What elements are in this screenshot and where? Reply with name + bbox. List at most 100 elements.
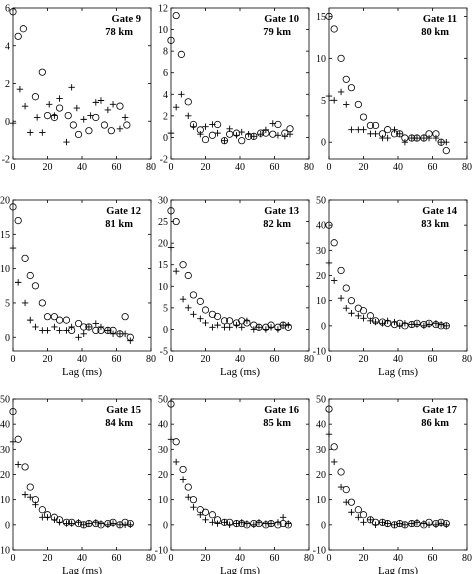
y-tick-label: 10	[158, 495, 168, 506]
x-tick-label: 40	[77, 553, 87, 564]
data-point-plus	[360, 126, 367, 133]
data-point-plus	[178, 91, 185, 98]
y-tick-label: 10	[316, 296, 326, 307]
data-point-plus	[56, 95, 63, 102]
x-tick-label: 0	[169, 162, 174, 173]
data-point-circle	[269, 130, 277, 138]
data-point-plus	[355, 312, 362, 319]
data-point-plus	[27, 129, 34, 136]
y-tick-label: 40	[0, 420, 10, 431]
data-point-plus	[97, 520, 105, 527]
y-tick-label: 0	[321, 138, 326, 149]
data-point-circle	[116, 102, 124, 110]
data-point-plus	[348, 509, 355, 516]
data-point-plus	[330, 458, 338, 466]
data-point-circle	[92, 326, 100, 335]
data-point-plus	[221, 519, 228, 526]
data-point-plus	[401, 320, 409, 327]
data-point-circle	[19, 25, 27, 33]
data-point-circle	[213, 312, 222, 321]
data-point-circle	[100, 121, 109, 129]
data-point-plus	[372, 130, 379, 138]
y-tick-label: -2	[160, 155, 168, 166]
data-point-circle	[359, 113, 368, 121]
data-point-circle	[226, 317, 234, 325]
data-point-plus	[437, 321, 445, 328]
data-point-circle	[167, 207, 175, 215]
data-point-plus	[432, 521, 440, 529]
data-point-circle	[184, 271, 192, 280]
data-point-plus	[63, 138, 70, 146]
data-point-plus	[21, 491, 29, 498]
data-point-plus	[337, 88, 345, 96]
y-tick-label: -5	[160, 347, 168, 358]
data-point-plus	[413, 321, 421, 328]
y-tick-label: 30	[316, 246, 326, 257]
data-point-plus	[185, 493, 192, 501]
data-point-plus	[202, 123, 209, 130]
gate-label: Gate 12	[106, 206, 141, 217]
x-tick-label: 40	[393, 162, 403, 173]
data-point-plus	[379, 320, 386, 327]
x-tick-label: 0	[169, 354, 174, 365]
data-point-plus	[226, 521, 233, 529]
data-point-plus	[92, 519, 99, 526]
data-point-plus	[343, 498, 350, 506]
data-point-plus	[274, 326, 282, 333]
data-point-plus	[420, 520, 428, 527]
x-tick-label: 0	[11, 162, 16, 173]
data-point-plus	[401, 139, 409, 146]
data-point-circle	[189, 496, 198, 504]
data-point-plus	[360, 315, 367, 322]
data-point-plus	[51, 516, 58, 523]
data-point-circle	[337, 54, 345, 62]
x-tick-label: 60	[428, 354, 438, 365]
data-point-plus	[75, 334, 82, 341]
y-tick-label: -10	[313, 546, 326, 557]
x-tick-label: 60	[428, 553, 438, 564]
data-point-plus	[80, 521, 87, 529]
data-point-plus	[104, 327, 112, 334]
data-point-plus	[367, 317, 374, 324]
data-point-plus	[51, 112, 58, 119]
data-point-plus	[437, 520, 445, 527]
data-point-plus	[167, 244, 175, 251]
data-point-plus	[9, 119, 17, 127]
y-tick-label: 15	[316, 12, 326, 23]
y-tick-label: 2	[5, 79, 10, 90]
data-point-circle	[26, 483, 34, 491]
x-axis-label: Lag (ms)	[220, 565, 260, 574]
y-tick-label: 40	[316, 221, 326, 232]
data-point-plus	[46, 101, 53, 108]
data-point-circle	[330, 443, 338, 451]
data-point-circle	[342, 75, 350, 83]
x-tick-label: 80	[146, 553, 156, 564]
data-point-plus	[56, 519, 63, 526]
data-point-plus	[360, 519, 367, 526]
data-point-circle	[366, 121, 374, 130]
data-point-circle	[172, 217, 180, 226]
y-tick-label: 0	[321, 321, 326, 332]
data-point-circle	[201, 306, 210, 314]
x-tick-label: 20	[201, 553, 211, 564]
data-point-plus	[372, 318, 379, 326]
data-point-circle	[208, 131, 216, 139]
x-tick-label: 20	[359, 553, 369, 564]
y-tick-label: 8	[163, 47, 168, 58]
y-tick-label: 30	[0, 445, 10, 456]
x-tick-label: 80	[304, 354, 314, 365]
data-point-plus	[343, 101, 350, 108]
data-point-plus	[172, 104, 180, 111]
data-point-circle	[208, 310, 216, 318]
data-point-plus	[243, 520, 251, 527]
data-point-plus	[267, 324, 275, 331]
data-point-circle	[220, 317, 229, 325]
data-point-plus	[202, 319, 209, 327]
gate-label: Gate 16	[264, 405, 299, 416]
data-point-plus	[109, 330, 117, 338]
x-tick-label: 40	[393, 354, 403, 365]
data-point-circle	[337, 468, 345, 476]
data-point-plus	[286, 130, 294, 138]
